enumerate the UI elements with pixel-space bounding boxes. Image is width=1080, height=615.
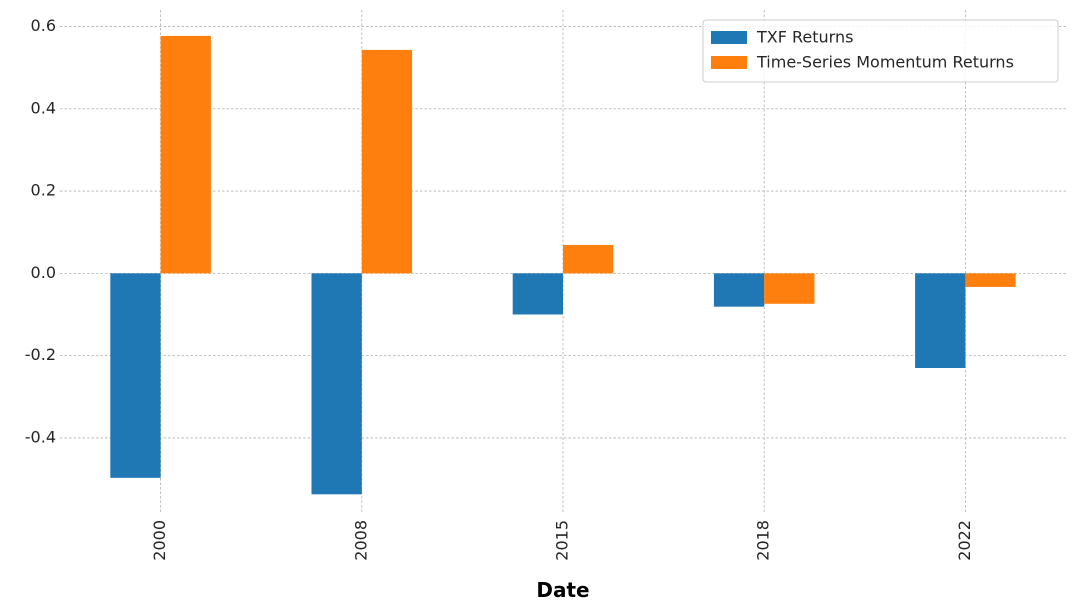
x-tick-label: 2015 (553, 520, 572, 561)
bar-momentum-returns-2022 (965, 273, 1016, 287)
bar-txf-returns-2015 (512, 273, 563, 315)
bar-momentum-returns-2000 (160, 35, 211, 274)
bars (110, 35, 1016, 495)
y-tick-label: -0.2 (25, 345, 56, 364)
legend-box (702, 19, 1059, 83)
x-tick-label: 2008 (351, 520, 370, 561)
y-tick-label: 0.2 (31, 181, 56, 200)
y-tick-label: 0.4 (31, 98, 56, 117)
y-tick-label: 0.0 (31, 263, 56, 282)
bar-txf-returns-2018 (713, 273, 765, 307)
bar-momentum-returns-2015 (563, 244, 614, 274)
x-axis-title: Date (536, 578, 589, 602)
bar-txf-returns-2022 (915, 273, 966, 368)
bar-momentum-returns-2008 (361, 49, 413, 274)
x-tick-label: 2018 (754, 520, 773, 561)
legend-label: TXF Returns (756, 28, 853, 47)
bar-txf-returns-2008 (311, 273, 362, 495)
legend: TXF Returns Time-Series Momentum Returns (702, 19, 1059, 83)
legend-label: Time-Series Momentum Returns (756, 53, 1014, 72)
y-tick-label: -0.4 (25, 427, 56, 446)
x-tick-label: 2022 (955, 520, 974, 561)
x-axis-ticks: 2000 2008 2015 2018 2022 (150, 520, 974, 561)
y-tick-label: 0.6 (31, 16, 56, 35)
legend-swatch (711, 56, 747, 69)
bar-txf-returns-2000 (110, 273, 161, 478)
y-axis-ticks: -0.4 -0.2 0.0 0.2 0.4 0.6 (25, 16, 56, 446)
x-tick-label: 2000 (150, 520, 169, 561)
legend-swatch (711, 31, 747, 44)
bar-momentum-returns-2018 (764, 273, 815, 304)
